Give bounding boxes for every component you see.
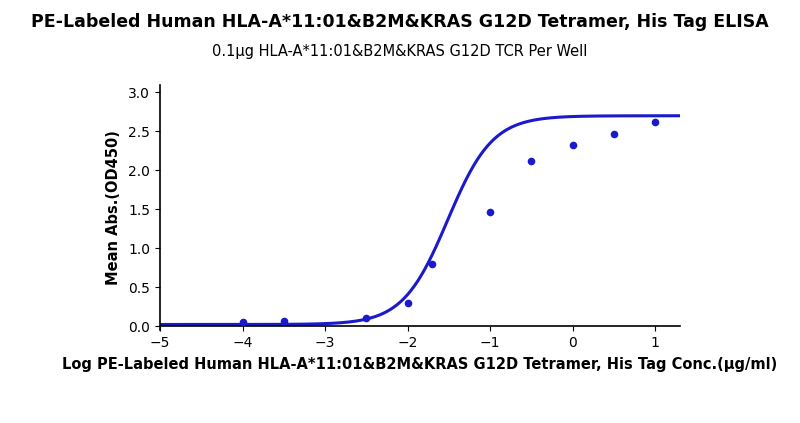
Y-axis label: Mean Abs.(OD450): Mean Abs.(OD450) [106,130,122,285]
Text: 0.1μg HLA-A*11:01&B2M&KRAS G12D TCR Per Well: 0.1μg HLA-A*11:01&B2M&KRAS G12D TCR Per … [212,44,588,59]
Text: PE-Labeled Human HLA-A*11:01&B2M&KRAS G12D Tetramer, His Tag ELISA: PE-Labeled Human HLA-A*11:01&B2M&KRAS G1… [31,13,769,31]
X-axis label: Log PE-Labeled Human HLA-A*11:01&B2M&KRAS G12D Tetramer, His Tag Conc.(μg/ml): Log PE-Labeled Human HLA-A*11:01&B2M&KRA… [62,357,778,372]
